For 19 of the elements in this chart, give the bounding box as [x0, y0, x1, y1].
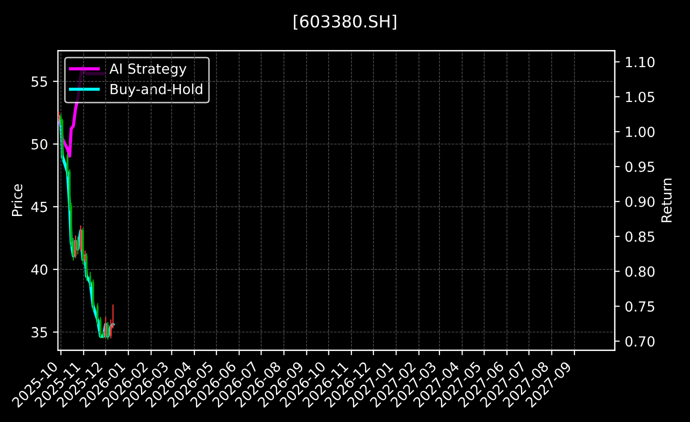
y2-tick-label: 1.00 [626, 126, 655, 138]
y2-tick-label: 0.95 [625, 162, 654, 172]
legend-label: AI Strategy [109, 63, 186, 77]
y2-tick-label: 1.10 [626, 56, 655, 68]
y2-tick-label: 0.90 [625, 196, 655, 207]
y2-axis-title: Return [661, 178, 672, 222]
legend-label: Buy-and-Hold [110, 84, 202, 97]
y2-tick-label: 0.75 [625, 301, 654, 312]
y-tick-label: 55 [32, 76, 48, 87]
y-tick-label: 40 [31, 264, 48, 275]
y2-tick-label: 0.85 [625, 231, 654, 242]
y2-tick-label: 0.80 [625, 266, 655, 277]
y-tick-label: 35 [32, 327, 48, 338]
y2-tick-label: 1.05 [626, 92, 654, 102]
y2-tick-label: 0.70 [625, 336, 655, 347]
y-tick-label: 45 [31, 202, 48, 212]
chart-title: [603380.SH] [294, 14, 396, 30]
y-axis-title: Price [12, 184, 22, 216]
y-tick-label: 50 [32, 139, 48, 150]
